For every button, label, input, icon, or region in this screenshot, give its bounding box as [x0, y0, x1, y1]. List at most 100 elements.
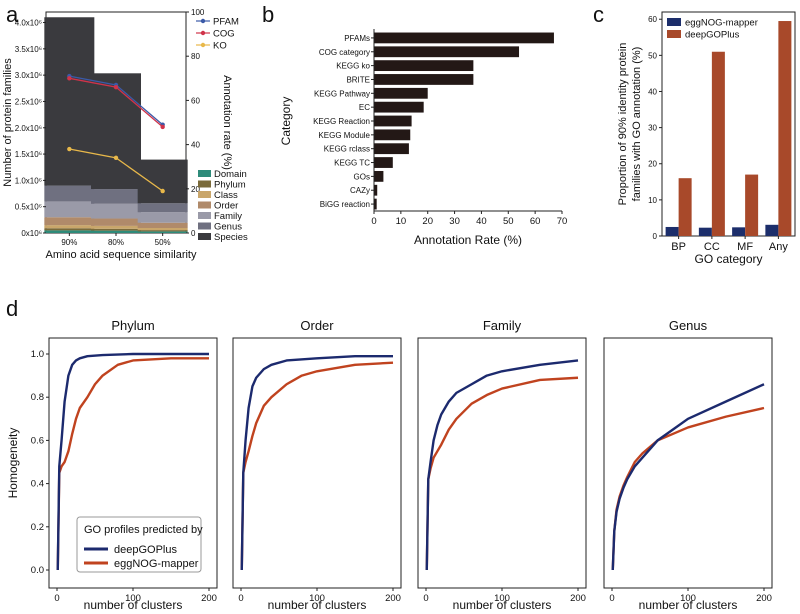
a-legend-swatch — [198, 180, 211, 188]
panel-d-chart: Phylum 0 100 200 number of clusters 0.0 0.2 0.4… — [6, 318, 773, 612]
d-ytick-label: 0.4 — [31, 479, 44, 490]
d-xtick-label: 100 — [494, 593, 510, 604]
d-ytick-label: 1.0 — [31, 349, 44, 360]
d-xtick-label: 200 — [385, 593, 401, 604]
c-frame — [661, 11, 796, 237]
c-legend-label: deepGOPlus — [685, 30, 740, 41]
c-bar-eggnog-mapper — [665, 226, 679, 236]
a-bar-phylum — [91, 228, 141, 231]
panel-b-label: b — [262, 2, 274, 27]
d-xlabel: number of clusters — [453, 598, 552, 612]
c-xtick-label: Any — [769, 241, 788, 253]
d-line-deepgoplus — [611, 383, 765, 571]
d-xlabel: number of clusters — [639, 598, 738, 612]
a-ytick-right-label: 100 — [191, 8, 205, 17]
c-legend-swatch — [667, 30, 681, 38]
a-ytick-label: 4.0x10⁶ — [15, 19, 42, 28]
panel-d-label: d — [6, 296, 18, 321]
c-bar-deepgoplus — [778, 21, 792, 236]
c-ytick-label: 60 — [648, 15, 657, 24]
a-point-cog — [160, 124, 165, 130]
a-legend-label: Genus — [214, 222, 242, 233]
d-subplot-title: Family — [483, 318, 522, 333]
a-bar-species — [91, 73, 141, 190]
b-xtick-label: 60 — [530, 216, 541, 227]
panel-b-chart: PFAMs COG category KEGG ko BRITE KEGG Pathwa… — [279, 29, 567, 247]
d-xtick-label: 100 — [125, 593, 141, 604]
d-line-deepgoplus — [56, 352, 209, 571]
a-bar-domain — [91, 230, 141, 233]
b-bar — [374, 157, 393, 168]
a-legend-swatch — [198, 233, 211, 240]
a-bar-class — [44, 225, 95, 229]
b-bar — [374, 115, 412, 127]
b-bar — [374, 170, 384, 182]
a-bar-order — [44, 217, 95, 226]
d-xtick-label: 0 — [423, 593, 428, 604]
a-bar-domain — [137, 231, 188, 233]
d-ytick-label: 0.0 — [31, 565, 44, 576]
b-xtick-label: 10 — [396, 216, 407, 227]
d-xtick-label: 0 — [238, 593, 243, 604]
a-bar-class — [91, 225, 141, 229]
b-bar — [374, 46, 520, 58]
d-xtick-label: 100 — [309, 593, 325, 604]
a-legend-marker — [200, 42, 206, 48]
c-ytick-label: 50 — [648, 51, 657, 60]
c-ylabel-line1: Proportion of 90% identity protein — [617, 43, 629, 206]
a-legend-label: Order — [214, 201, 238, 212]
a-point-ko — [67, 146, 72, 152]
a-ylabel-right: Annotation rate (%) — [221, 75, 233, 170]
a-ytick-right-label: 0 — [191, 229, 196, 238]
d-legend-box — [76, 516, 202, 573]
b-ytick-label: BiGG reaction — [320, 200, 370, 209]
a-bar-family — [137, 212, 188, 223]
c-bar-deepgoplus — [678, 178, 692, 236]
a-point-cog — [113, 84, 119, 90]
d-xtick-label: 200 — [756, 593, 772, 604]
d-line-deepgoplus — [425, 359, 579, 571]
a-xtick-label: 50% — [155, 238, 171, 247]
a-bar-phylum — [44, 228, 95, 231]
d-ylabel: Homogeneity — [6, 428, 20, 499]
b-bar — [374, 129, 411, 141]
d-legend-label: deepGOPlus — [114, 544, 177, 556]
a-bar-family — [91, 203, 141, 219]
b-xlabel: Annotation Rate (%) — [414, 233, 522, 247]
c-ytick-label: 10 — [648, 196, 657, 205]
a-legend-label: Family — [214, 211, 242, 222]
a-xtick-label: 90% — [61, 238, 77, 247]
b-ytick-label: KEGG ko — [336, 62, 370, 71]
a-ytick-label: 1.0x10⁶ — [15, 176, 42, 185]
a-legend-swatch — [198, 212, 211, 219]
b-bar — [374, 101, 424, 113]
a-bar-domain — [44, 230, 95, 233]
a-legend-label: KO — [213, 41, 227, 52]
a-ytick-right-label: 40 — [191, 141, 200, 150]
d-subplot-title: Order — [300, 318, 334, 333]
c-xlabel: GO category — [694, 252, 762, 266]
a-ytick-label: 2.5x10⁶ — [15, 97, 42, 106]
c-bar-deepgoplus — [711, 51, 725, 236]
a-bar-species — [137, 159, 188, 204]
a-bar-genus — [137, 203, 188, 213]
b-bar — [374, 198, 377, 210]
d-subplot-title: Genus — [669, 318, 708, 333]
d-xtick-label: 100 — [680, 593, 696, 604]
d-xlabel: number of clusters — [84, 598, 183, 612]
b-xtick-label: 20 — [422, 216, 433, 227]
a-legend-label: Species — [214, 232, 248, 243]
b-xtick-label: 30 — [449, 216, 460, 227]
a-legend-swatch — [198, 201, 211, 209]
a-legend-swatch — [198, 170, 211, 177]
a-legend-marker — [200, 30, 206, 36]
a-legend-swatch — [198, 222, 211, 230]
b-ytick-label: KEGG Pathway — [314, 89, 370, 98]
b-ytick-label: BRITE — [346, 75, 370, 84]
d-xlabel: number of clusters — [268, 598, 367, 612]
c-xtick-label: BP — [671, 241, 686, 253]
b-ytick-label: KEGG Module — [318, 131, 370, 140]
a-ytick-label: 1.5x10⁶ — [15, 150, 42, 159]
d-line-deepgoplus — [240, 354, 393, 571]
